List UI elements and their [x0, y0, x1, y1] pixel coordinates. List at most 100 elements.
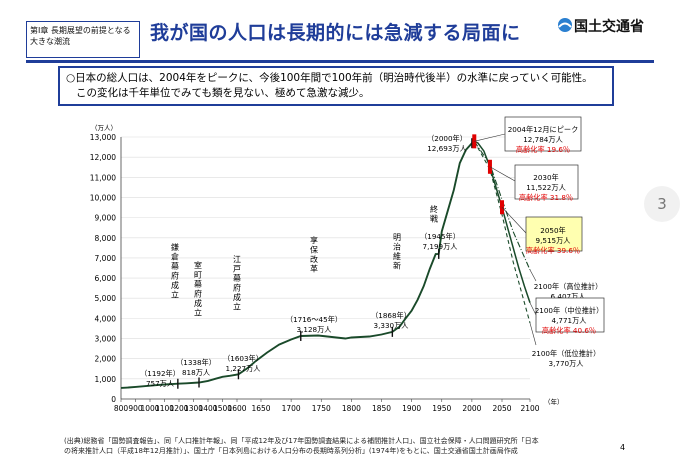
annotation-line: 7,199万人	[423, 242, 458, 251]
chart-series	[120, 140, 531, 389]
x-axis-label: （年）	[544, 397, 564, 406]
y-tick-label: 0	[111, 395, 116, 404]
y-tick-label: 5,000	[95, 294, 117, 303]
annotation-vertical-char: 幕	[194, 279, 202, 289]
leader-line	[501, 207, 527, 234]
leader-line	[489, 166, 516, 182]
annotation-line: 4,771万人	[552, 316, 587, 325]
annotation-vertical-char: 改	[310, 254, 318, 264]
x-tick-label: 1600	[227, 404, 246, 413]
x-tick-label: 900	[128, 404, 143, 413]
annotation-box	[514, 164, 579, 200]
y-tick-label: 11,000	[90, 173, 116, 182]
y-tick-label: 13,000	[90, 133, 116, 142]
annotation-vertical-char: 室	[194, 260, 202, 270]
summary-box: ○日本の総人口は、2004年をピークに、今後100年間で100年前（明治時代後半…	[58, 66, 614, 106]
annotation-line: 757万人	[146, 379, 174, 388]
annotation-line: 6,407万人	[551, 292, 586, 301]
chart-annotations: 鎌倉幕府成立（1192年）757万人室町幕府成立（1338年）818万人江戸幕府…	[140, 116, 605, 388]
annotation-vertical-char: 成	[233, 292, 241, 302]
series-line-3	[473, 141, 531, 324]
annotation-box	[504, 116, 582, 152]
annotation-line: （1868年）	[371, 311, 411, 320]
annotation-vertical-char: 治	[393, 242, 401, 252]
y-tick-label: 1,000	[95, 375, 117, 384]
annotation-vertical-char: 戸	[233, 265, 241, 274]
annotation-line: 2100年（低位推計）	[532, 349, 601, 358]
annotation-vertical-char: 成	[171, 280, 179, 290]
summary-line-1: ○日本の総人口は、2004年をピークに、今後100年間で100年前（明治時代後半…	[66, 72, 593, 84]
leader-line	[529, 269, 537, 282]
annotation-line: 1,227万人	[226, 364, 261, 373]
annotation-line: 12,784万人	[523, 135, 563, 144]
annotation-line: 3,128万人	[297, 325, 332, 334]
series-line-0	[120, 140, 475, 389]
y-tick-label: 3,000	[95, 335, 117, 344]
source-line-2: の将来推計人口（平成18年12月推計）」、国土庁「日本列島における人口分布の長期…	[64, 447, 518, 455]
x-tick-label: 2000	[462, 404, 481, 413]
series-line-1	[473, 140, 531, 304]
annotation-vertical-char: 江	[233, 255, 241, 264]
annotation-vertical-char: 立	[194, 308, 202, 318]
chapter-label: 第Ⅰ章 長期展望の前提となる大きな潮流	[26, 21, 140, 58]
x-tick-label: 1200	[169, 404, 188, 413]
red-marker	[472, 134, 477, 149]
x-tick-label: 1700	[282, 404, 301, 413]
leader-line	[529, 302, 537, 316]
annotation-line: 2100年（中位推計）	[535, 306, 604, 315]
annotation-vertical-char: 維	[393, 251, 401, 261]
annotation-line: 高齢化率 39.6％	[526, 246, 580, 255]
annotation-vertical-char: 鎌	[171, 242, 179, 252]
x-tick-label: 1300	[184, 404, 203, 413]
annotation-line: 9,515万人	[536, 236, 571, 245]
annotation-vertical-char: 幕	[171, 261, 179, 271]
page-number: 4	[620, 443, 626, 452]
header-rule	[26, 60, 654, 63]
annotation-vertical-char: 倉	[171, 252, 179, 262]
annotation-line: （1603年）	[223, 354, 263, 363]
x-tick-label: 1750	[312, 404, 331, 413]
annotation-line: （1945年）	[420, 232, 460, 241]
annotation-line: 818万人	[182, 368, 210, 377]
x-tick-label: 1650	[251, 404, 270, 413]
leader-line	[529, 322, 537, 346]
x-tick-label: 1800	[342, 404, 361, 413]
x-tick-label: 1500	[213, 404, 232, 413]
y-axis-label: （万人）	[91, 124, 117, 132]
x-tick-label: 1850	[372, 404, 391, 413]
annotation-vertical-char: 享	[310, 235, 318, 245]
y-tick-label: 12,000	[90, 153, 116, 162]
annotation-line: 高齢化率 31.8％	[519, 193, 573, 202]
annotation-vertical-char: 新	[393, 261, 401, 271]
chart-markers	[177, 134, 504, 389]
annotation-line: （2000年）	[427, 134, 467, 143]
red-marker	[487, 159, 492, 174]
y-tick-label: 8,000	[95, 234, 117, 243]
annotation-line: （1192年）	[140, 369, 180, 378]
annotation-vertical-char: 終	[430, 204, 438, 214]
page-title: 我が国の人口は長期的には急減する局面に	[150, 22, 521, 44]
y-tick-label: 9,000	[95, 214, 117, 223]
page-indicator-button[interactable]: 3	[644, 186, 680, 222]
logo-text: 国土交通省	[574, 19, 644, 35]
annotation-vertical-char: 府	[233, 283, 241, 293]
annotation-line: 2050年	[540, 226, 565, 235]
annotation-line: 高齢化率 19.6％	[516, 145, 570, 154]
summary-line-2: この変化は千年単位でみても類を見ない、極めて急激な減少。	[76, 87, 370, 99]
y-tick-label: 7,000	[95, 254, 117, 263]
red-marker	[500, 200, 504, 215]
annotation-line: （1716～45年）	[286, 315, 342, 324]
y-tick-label: 2,000	[95, 355, 117, 364]
chart-axes: 0 1,000 2,000 3,000 4,000 5,000 6,000 7,000 8,00…	[90, 124, 564, 413]
x-tick-label: 1000	[140, 404, 159, 413]
annotation-vertical-char: 町	[194, 271, 202, 280]
annotation-line: 高齢化率 40.6％	[542, 326, 596, 335]
annotation-vertical-char: 保	[310, 245, 318, 255]
annotation-vertical-char: 革	[310, 264, 318, 274]
source-note: (出典)総務省「国勢調査報告」、同「人口推計年報」、同「平成12年及び17年国勢…	[64, 436, 539, 456]
x-tick-label: 1400	[198, 404, 217, 413]
annotation-box	[525, 216, 583, 252]
annotation-box	[535, 297, 605, 333]
leader-line	[474, 133, 506, 142]
